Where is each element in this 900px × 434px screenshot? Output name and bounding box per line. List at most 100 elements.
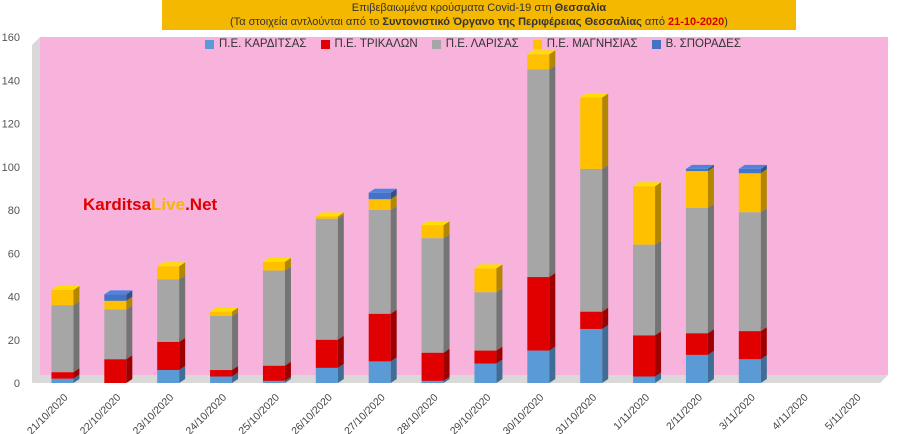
- bar-segment: [633, 182, 662, 245]
- bar-side: [602, 164, 609, 312]
- bar-side: [73, 286, 80, 306]
- y-tick-label: 80: [8, 205, 20, 217]
- plot-background: [32, 37, 888, 383]
- bar-side: [760, 164, 767, 174]
- plot-back-wall: [40, 37, 888, 375]
- watermark-part2: Live: [151, 195, 186, 214]
- bar-side: [602, 307, 609, 329]
- bar-front: [104, 300, 127, 310]
- plot-side-wall: [32, 37, 40, 383]
- bar-top: [738, 164, 767, 169]
- bar-top: [262, 257, 291, 262]
- bar-segment: [738, 327, 767, 360]
- bar-side: [496, 359, 503, 383]
- bar-front: [633, 244, 656, 336]
- bar-top: [210, 307, 239, 312]
- bar-side: [284, 266, 291, 366]
- bar-front: [368, 210, 391, 314]
- bar-segment: [527, 50, 556, 70]
- bar-segment: [738, 169, 767, 213]
- bar-front: [527, 277, 550, 351]
- bar-side: [126, 355, 133, 383]
- legend-item: Π.Ε. ΤΡΙΚΑΛΩΝ: [320, 36, 418, 52]
- y-tick-label: 120: [2, 119, 20, 131]
- watermark-part3: .Net: [185, 195, 218, 214]
- watermark-part1: Karditsa: [83, 195, 152, 214]
- bar-front: [157, 266, 180, 280]
- x-tick-label: 3/11/2020: [717, 392, 758, 433]
- bar-side: [337, 214, 344, 340]
- title-line1-prefix: Επιβεβαιωμένα κρούσματα Covid-19 στη: [351, 2, 555, 14]
- plot-floor: [32, 375, 888, 383]
- bar-side: [390, 357, 397, 383]
- bar-side: [496, 288, 503, 351]
- bar-segment: [210, 311, 239, 371]
- y-tick-label: 20: [8, 335, 20, 347]
- bar-front: [421, 352, 444, 381]
- bar-segment: [738, 164, 767, 174]
- bar-front: [474, 363, 497, 383]
- bar-side: [760, 355, 767, 383]
- bar-top: [633, 182, 662, 187]
- bar-front: [262, 261, 285, 271]
- legend-label: Π.Ε. ΤΡΙΚΑΛΩΝ: [334, 38, 418, 50]
- bar-side: [284, 361, 291, 381]
- bar-segment: [527, 65, 556, 278]
- bar-side: [390, 206, 397, 314]
- bar-front: [368, 199, 391, 210]
- bar-front: [738, 212, 761, 332]
- bar-side: [179, 337, 186, 371]
- bar-side: [707, 203, 714, 334]
- bar-side: [390, 309, 397, 362]
- bar-front: [685, 333, 708, 355]
- bar-side: [496, 264, 503, 293]
- bar-segment: [527, 273, 556, 351]
- bar-front: [104, 359, 127, 383]
- y-tick-label: 100: [2, 162, 20, 174]
- bar-front: [685, 207, 708, 334]
- bar-segment: [262, 266, 291, 366]
- legend-label: Π.Ε. ΛΑΡΙΣΑΣ: [445, 38, 519, 50]
- bar-segment: [738, 355, 767, 383]
- bar-side: [390, 188, 397, 200]
- bar-side: [232, 311, 239, 371]
- bar-segment: [104, 355, 133, 383]
- bar-segment: [51, 301, 80, 373]
- bar-top: [157, 262, 186, 267]
- x-tick-label: 2/11/2020: [664, 392, 705, 433]
- legend-swatch: [532, 39, 542, 49]
- title-line2-suffix: ): [724, 16, 728, 28]
- bar-segment: [633, 240, 662, 336]
- bar-segment: [474, 264, 503, 293]
- bar-side: [496, 346, 503, 364]
- bar-side: [443, 221, 450, 239]
- bar-front: [633, 186, 656, 245]
- legend-label: Π.Ε. ΚΑΡΔΙΤΣΑΣ: [219, 38, 307, 50]
- bar-segment: [368, 206, 397, 314]
- x-tick-label: 29/10/2020: [448, 392, 494, 434]
- bar-front: [51, 372, 74, 379]
- bar-front: [738, 173, 761, 213]
- bar-side: [760, 169, 767, 213]
- bar-side: [179, 262, 186, 280]
- x-axis: 21/10/2020 22/10/2020 23/10/2020 24/10/2020…: [25, 392, 864, 434]
- chart-title: Επιβεβαιωμένα κρούσματα Covid-19 στη Θεσ…: [162, 0, 796, 30]
- bar-side: [126, 305, 133, 360]
- x-tick-label: 30/10/2020: [501, 392, 547, 434]
- bar-front: [421, 238, 444, 353]
- bar-side: [73, 301, 80, 373]
- bar-front: [685, 354, 708, 383]
- bar-top: [685, 164, 714, 169]
- x-tick-label: 5/11/2020: [823, 392, 864, 433]
- y-tick-label: 0: [14, 378, 20, 390]
- bar-front: [421, 225, 444, 239]
- bar-segment: [104, 290, 133, 301]
- bar-top: [368, 188, 397, 193]
- legend-swatch: [205, 39, 214, 49]
- bar-front: [738, 331, 761, 360]
- bar-segment: [421, 234, 450, 353]
- y-tick-label: 160: [2, 32, 20, 44]
- bar-front: [315, 216, 338, 219]
- bar-side: [232, 366, 239, 377]
- bar-segment: [104, 305, 133, 360]
